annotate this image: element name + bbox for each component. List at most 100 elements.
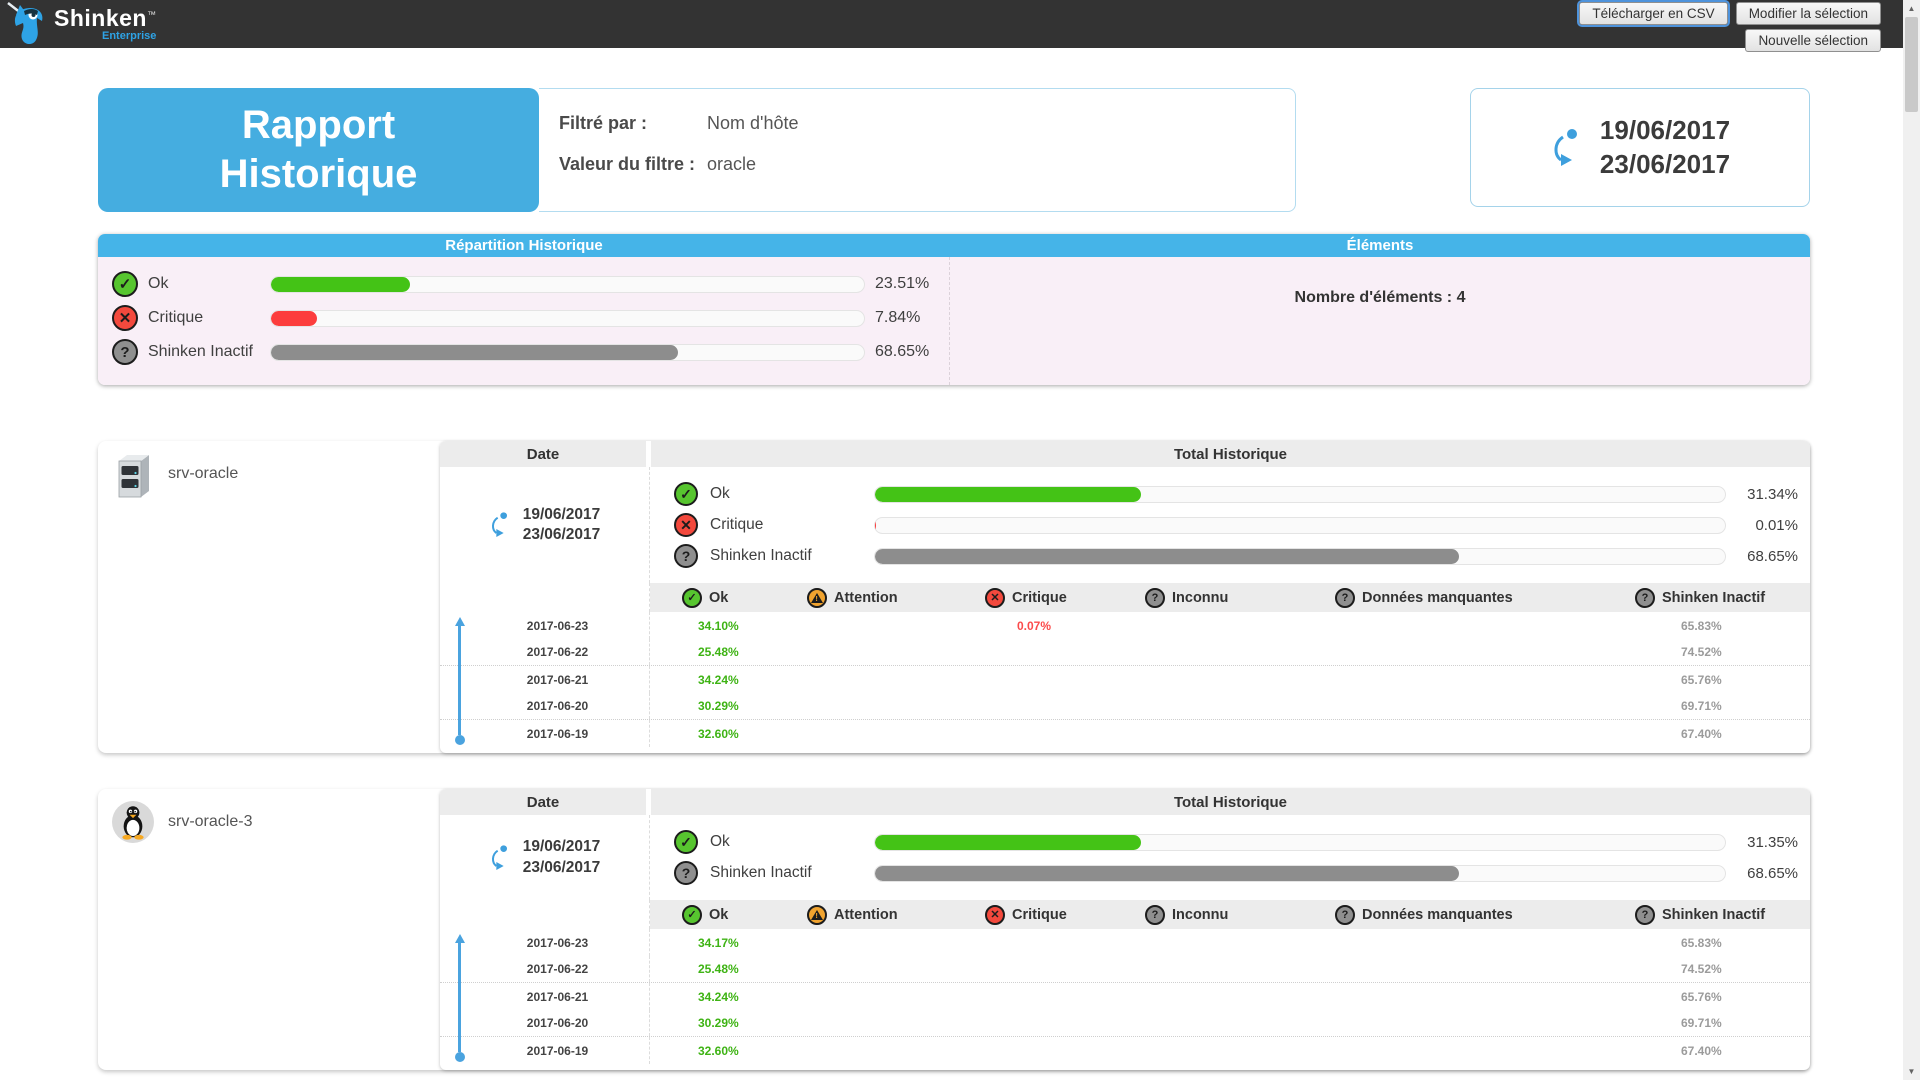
cell-date: 2017-06-22 [440,956,650,982]
cell-date: 2017-06-21 [440,666,650,693]
cell-ok: 34.24% [650,666,775,693]
total-label: Ok [710,485,874,503]
warning-status-icon [807,905,827,925]
history-table-rows: 2017-06-23 34.17% 65.83% 2017-06-22 25.4… [440,929,1810,1070]
ok-status-icon: ✓ [682,905,702,925]
server-icon [112,453,154,499]
column-header-donnees-manquantes: ?Données manquantes [1303,583,1603,612]
cell-ok: 34.17% [650,929,775,956]
history-table-header: ✓Ok Attention ✕Critique ?Inconnu ?Donnée… [440,583,1810,612]
history-row: 2017-06-21 34.24% 65.76% [440,666,1810,693]
host-section-srv-oracle-3: srv-oracle-3 Date Total Historique 19/06… [98,789,1810,1070]
column-header-donnees-manquantes: ?Données manquantes [1303,900,1603,929]
total-history-header: Total Historique [651,789,1810,815]
cell-donnees-manquantes [1303,666,1603,693]
brand-name: Shinken™ [54,5,156,32]
cell-shinken-inactif: 65.83% [1603,612,1810,639]
toolbar-buttons: Télécharger en CSV Modifier la sélection… [1579,0,1903,52]
cell-shinken-inactif: 74.52% [1603,956,1810,982]
cell-attention [775,720,953,747]
ok-status-icon: ✓ [682,588,702,608]
total-percent: 68.65% [1726,548,1810,565]
cell-critique [953,956,1113,982]
history-row: 2017-06-22 25.48% 74.52% [440,639,1810,666]
question-status-icon: ? [1635,905,1655,925]
summary-row-critical: ✕ Critique 7.84% [112,303,949,333]
date-range-arrow-icon [489,843,513,873]
summary-label: Critique [148,309,270,327]
summary-label: Shinken Inactif [148,343,270,361]
summary-panel: Répartition Historique Éléments ✓ Ok 23.… [98,234,1810,385]
cell-attention [775,1037,953,1064]
question-status-icon: ? [674,544,698,568]
cell-attention [775,639,953,665]
host-section-srv-oracle: srv-oracle Date Total Historique 19/06/2… [98,441,1810,753]
total-row-inactive: ? Shinken Inactif 68.65% [674,542,1810,570]
question-status-icon: ? [1335,588,1355,608]
inactive-bar-track [874,865,1726,882]
filter-value: oracle [707,154,756,175]
cell-inconnu [1113,693,1303,719]
host-date-start: 19/06/2017 [523,837,601,857]
cell-donnees-manquantes [1303,956,1603,982]
cell-inconnu [1113,929,1303,956]
column-header-critique: ✕Critique [953,900,1113,929]
total-row-critical: ✕ Critique 0.01% [674,511,1810,539]
question-status-icon: ? [674,861,698,885]
cell-donnees-manquantes [1303,1037,1603,1064]
summary-right-title: Éléments [950,234,1810,257]
history-row: 2017-06-22 25.48% 74.52% [440,956,1810,983]
cell-donnees-manquantes [1303,1010,1603,1036]
linux-tux-icon [112,801,154,843]
cell-shinken-inactif: 65.83% [1603,929,1810,956]
filter-summary-box: Filtré par : Nom d'hôte Valeur du filtre… [539,88,1296,212]
cell-inconnu [1113,612,1303,639]
inactive-bar-track [874,548,1726,565]
cell-date: 2017-06-23 [440,929,650,956]
cell-inconnu [1113,639,1303,665]
report-header: Rapport Historique Filtré par : Nom d'hô… [98,88,1810,212]
cell-ok: 34.10% [650,612,775,639]
summary-left-title: Répartition Historique [98,234,950,257]
new-selection-button[interactable]: Nouvelle sélection [1745,29,1881,52]
question-status-icon: ? [1145,905,1165,925]
cell-ok: 32.60% [650,720,775,747]
host-date-range: 19/06/2017 23/06/2017 [440,467,650,583]
download-csv-button[interactable]: Télécharger en CSV [1579,2,1727,25]
critical-status-icon: ✕ [112,305,138,331]
cell-shinken-inactif: 67.40% [1603,1037,1810,1064]
critical-bar-track [270,310,865,327]
total-label: Shinken Inactif [710,864,874,882]
summary-row-inactive: ? Shinken Inactif 68.65% [112,337,949,367]
shinken-ninja-icon [6,1,50,47]
critical-bar-track [874,517,1726,534]
cell-attention [775,929,953,956]
cell-critique [953,929,1113,956]
date-range-arrow-icon [1550,127,1586,169]
cell-attention [775,693,953,719]
vertical-scrollbar[interactable]: ▲ ▼ [1903,0,1920,1080]
ok-bar-track [874,486,1726,503]
cell-shinken-inactif: 65.76% [1603,666,1810,693]
cell-inconnu [1113,1010,1303,1036]
summary-percent: 23.51% [875,275,929,293]
scrollbar-thumb[interactable] [1905,17,1918,112]
page-title-line2: Historique [220,150,418,199]
column-header-ok: ✓Ok [650,900,775,929]
date-column-header: Date [440,789,646,815]
cell-critique [953,983,1113,1010]
summary-distribution: ✓ Ok 23.51% ✕ Critique 7.84% ? [98,257,950,385]
cell-critique [953,1010,1113,1036]
question-status-icon: ? [1635,588,1655,608]
modify-selection-button[interactable]: Modifier la sélection [1736,2,1881,25]
cell-attention [775,956,953,982]
question-status-icon: ? [112,339,138,365]
column-header-shinken-inactif: ?Shinken Inactif [1603,900,1810,929]
scroll-up-arrow-icon[interactable]: ▲ [1903,0,1920,17]
inactive-bar-fill [875,866,1459,881]
total-label: Critique [710,516,874,534]
summary-percent: 7.84% [875,309,920,327]
cell-inconnu [1113,720,1303,747]
scroll-down-arrow-icon[interactable]: ▼ [1903,1063,1920,1080]
critical-status-icon: ✕ [674,513,698,537]
